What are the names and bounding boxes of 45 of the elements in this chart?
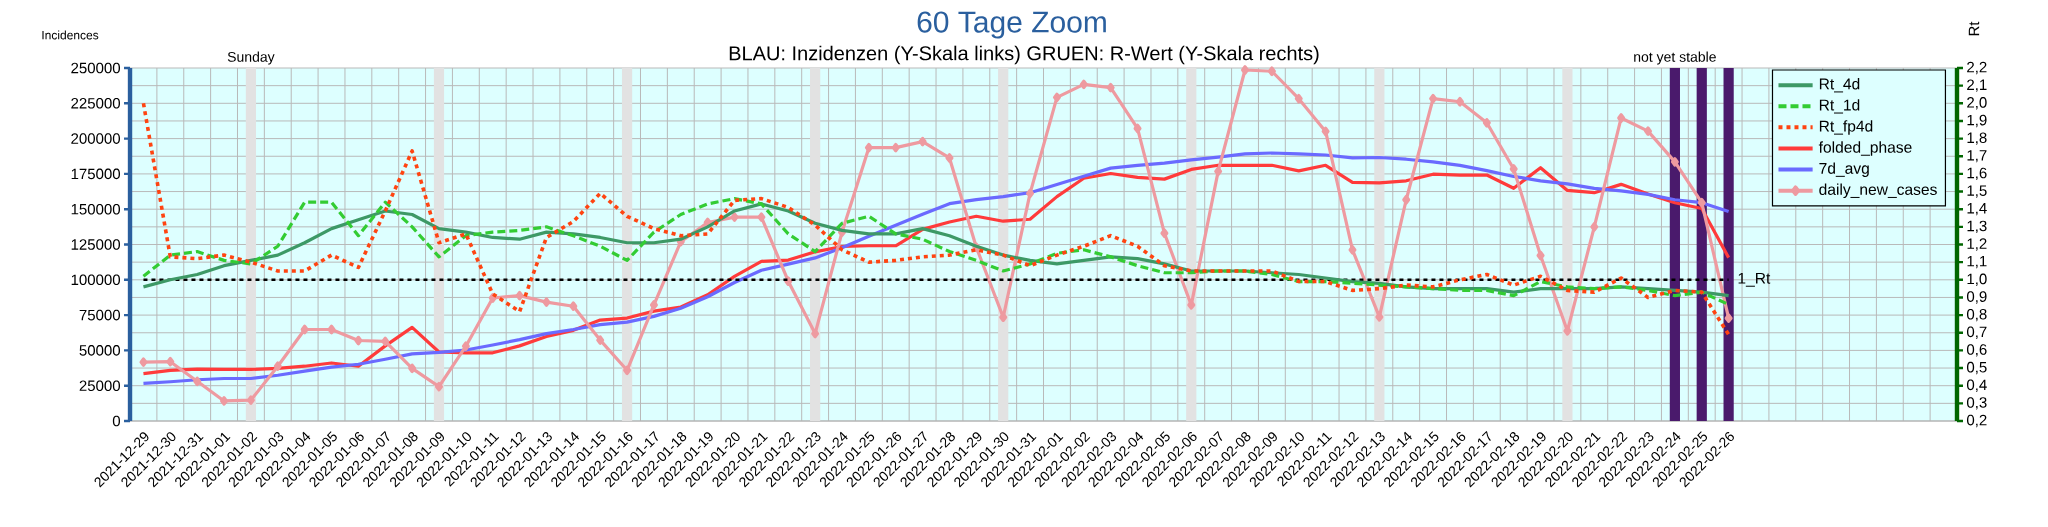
y-tick-label: 25000 [79, 380, 121, 392]
y2-tick-label: 0,9 [1966, 291, 1987, 304]
y2-tick-label: 1,4 [1967, 203, 1987, 216]
y2-tick-label: 1,8 [1967, 132, 1987, 145]
band-label: not yet stable [1634, 51, 1716, 65]
y2-tick-label: 2,0 [1967, 97, 1987, 110]
y2-tick-label: 1,5 [1967, 185, 1987, 198]
y2-tick-label: 1,3 [1967, 220, 1987, 234]
band-label: Sunday [227, 51, 275, 65]
y2-tick-label: 2,2 [1967, 61, 1987, 75]
y2-tick-label: 1,6 [1967, 167, 1987, 181]
y-tick-label: 0 [112, 415, 121, 427]
y2-tick-label: 0,8 [1966, 308, 1987, 322]
y-tick-label: 150000 [71, 203, 121, 215]
y-tick-label: 200000 [71, 133, 121, 144]
y2-tick-label: 1,7 [1967, 150, 1987, 163]
y-tick-label: 50000 [79, 345, 121, 356]
chart-subtitle: BLAU: Inzidenzen (Y-Skala links) GRUEN: R-Wert (Y-Skala rechts) [729, 45, 1319, 65]
y-tick-label: 125000 [71, 239, 121, 250]
chart-title: 60 Tage Zoom [917, 11, 1106, 39]
y2-tick-label: 0,5 [1966, 361, 1987, 375]
y2-tick-label: 0,3 [1966, 397, 1987, 410]
y2-tick-label: 0,2 [1966, 414, 1987, 428]
y2-tick-label: 1,2 [1967, 238, 1987, 251]
y2-axis-title: Rt [1968, 21, 1980, 36]
legend-label: Rt_fp4d [1819, 120, 1873, 135]
y2-tick-label: 1,0 [1967, 273, 1987, 286]
y2-tick-label: 0,7 [1966, 326, 1987, 339]
y-tick-label: 250000 [71, 62, 121, 74]
y2-tick-label: 1,1 [1967, 256, 1987, 269]
legend-label: Rt_1d [1819, 99, 1860, 114]
y2-tick-label: 0,4 [1966, 379, 1987, 392]
y2-tick-label: 2,1 [1967, 79, 1987, 92]
legend-label: daily_new_cases [1819, 183, 1937, 199]
legend-label: Rt_4d [1819, 78, 1860, 93]
y2-tick-label: 1,9 [1967, 114, 1987, 128]
y2-tick-label: 0,6 [1966, 344, 1987, 357]
ref-line-label: 1_Rt [1738, 272, 1771, 287]
y-axis-title: Incidences [42, 30, 99, 40]
y-tick-label: 100000 [71, 274, 121, 286]
legend-label: 7d_avg [1819, 162, 1869, 177]
y-tick-label: 175000 [71, 168, 121, 180]
y-tick-label: 225000 [71, 97, 121, 109]
legend-label: folded_phase [1818, 141, 1912, 156]
y-tick-label: 75000 [79, 309, 121, 321]
